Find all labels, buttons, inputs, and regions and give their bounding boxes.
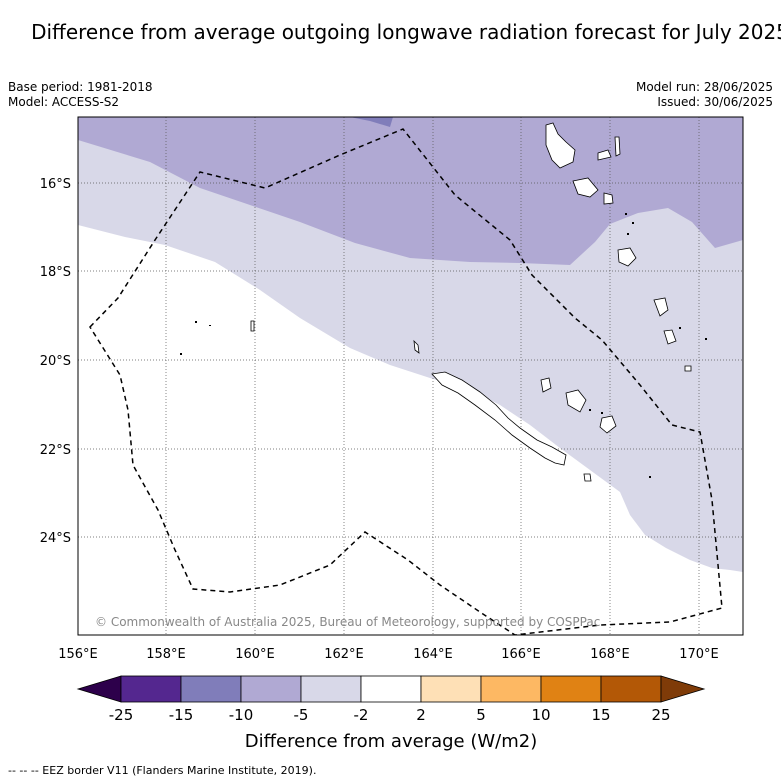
colorbar-segment (420, 675, 482, 703)
olr-band-minus10-minus5 (78, 117, 743, 265)
colorbar (76, 675, 706, 703)
loyalty-lifou-island (565, 389, 587, 413)
colorbar-under-arrow (76, 675, 122, 703)
y-axis-labels: 16°S 18°S 20°S 22°S 24°S (40, 177, 71, 546)
colorbar-tick-label: 10 (531, 706, 550, 724)
vanuatu-tanna-island (617, 247, 637, 267)
x-tick-label: 170°E (679, 647, 719, 662)
colorbar-tick-label: -5 (294, 706, 309, 724)
y-tick-label: 24°S (40, 531, 71, 546)
chart-title: Difference from average outgoing longwav… (31, 20, 781, 44)
eez-legend-text: -- -- -- EEZ border V11 (Flanders Marine… (8, 764, 316, 777)
colorbar-tick-label: -15 (169, 706, 194, 724)
x-axis-labels: 156°E 158°E 160°E 162°E 164°E 166°E 168°… (58, 647, 719, 662)
colorbar-segment (300, 675, 362, 703)
chesterfield-island (250, 320, 255, 332)
colorbar-segment (360, 675, 422, 703)
tiny-islets (180, 213, 707, 478)
new-caledonia-island (431, 371, 567, 466)
colorbar-tick-label: 5 (476, 706, 486, 724)
loyalty-ouvea-island (540, 377, 552, 393)
model-run: Model run: 28/06/2025 (635, 80, 773, 94)
colorbar-tick-label: -2 (354, 706, 369, 724)
colorbar-tick-label: 25 (651, 706, 670, 724)
vanuatu-pentecost-island (614, 136, 621, 157)
y-tick-label: 16°S (40, 177, 71, 192)
x-tick-label: 168°E (590, 647, 630, 662)
colorbar-tick-label: -10 (229, 706, 254, 724)
model-name: Model: ACCESS-S2 (8, 95, 120, 109)
y-tick-label: 22°S (40, 443, 71, 458)
colorbar-label: Difference from average (W/m2) (245, 731, 537, 752)
map-area: © Commonwealth of Australia 2025, Bureau… (78, 117, 743, 635)
colorbar-segment (240, 675, 302, 703)
map-frame (77, 116, 744, 636)
y-tick-label: 20°S (40, 354, 71, 369)
olr-band-minus15-minus10 (350, 117, 393, 127)
colorbar-segment (180, 675, 242, 703)
loyalty-mare-island (599, 415, 617, 434)
matthew-hunter-island (653, 297, 669, 317)
eez-border (89, 128, 723, 635)
x-tick-label: 160°E (235, 647, 275, 662)
colorbar-tick-label: 2 (416, 706, 426, 724)
colorbar-tick-label: -25 (109, 706, 134, 724)
x-tick-label: 158°E (146, 647, 186, 662)
isle-of-pines-island (583, 473, 592, 482)
vanuatu-efate-island (603, 192, 614, 205)
colorbar-segment (600, 675, 662, 703)
small-island-east (684, 365, 692, 372)
x-tick-label: 164°E (413, 647, 453, 662)
meta-right: Model run: 28/06/2025 Issued: 30/06/2025 (636, 80, 773, 110)
y-tick-label: 18°S (40, 265, 71, 280)
fiji-outlier-island (663, 329, 677, 345)
belep-island (413, 339, 420, 354)
colorbar-tick-label: 15 (591, 706, 610, 724)
x-tick-label: 156°E (58, 647, 98, 662)
colorbar-ticks: -25 -15 -10 -5 -2 2 5 10 15 25 (109, 706, 671, 724)
vanuatu-malakula-island (572, 177, 599, 198)
base-period: Base period: 1981-2018 (8, 80, 153, 94)
colorbar-over-arrow (660, 675, 706, 703)
colorbar-segment (540, 675, 602, 703)
colorbar-segment (480, 675, 542, 703)
colorbar-segment (120, 675, 182, 703)
x-tick-label: 162°E (324, 647, 364, 662)
x-tick-label: 166°E (501, 647, 541, 662)
meta-left: Base period: 1981-2018 Model: ACCESS-S2 (8, 80, 153, 110)
vanuatu-espiritu-santo-island (545, 122, 576, 169)
coastlines (250, 122, 692, 482)
gridlines (78, 117, 743, 635)
issued-date: Issued: 30/06/2025 (657, 95, 773, 109)
copyright-text: © Commonwealth of Australia 2025, Bureau… (95, 615, 600, 629)
vanuatu-northern-island (597, 149, 612, 161)
